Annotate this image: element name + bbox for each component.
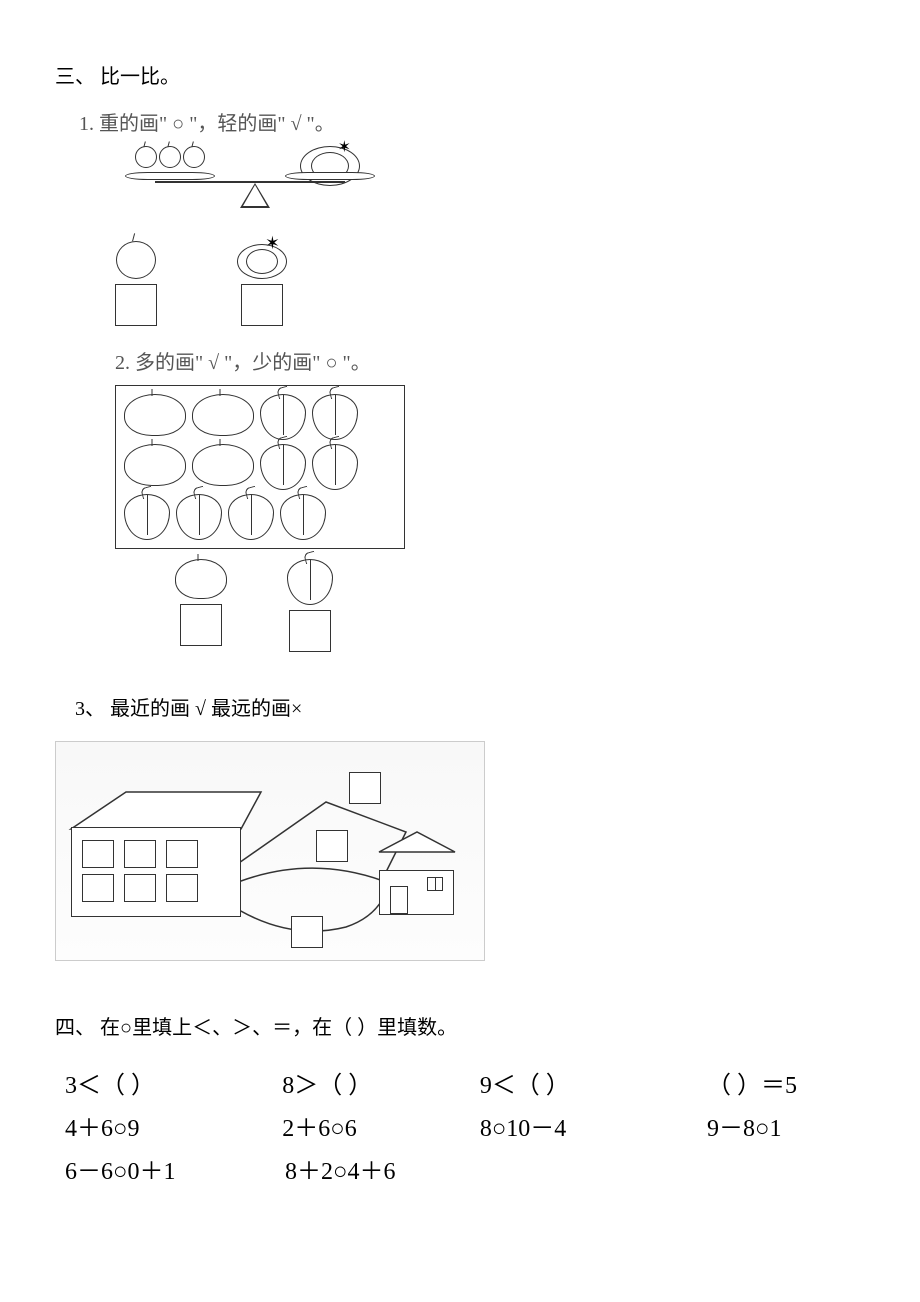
math-row: 4＋6○92＋6○68○10－49－8○1	[65, 1108, 865, 1151]
math-expression: 2＋6○6	[282, 1108, 480, 1151]
q1-prompt: 1. 重的画" ○ "，轻的画" √ "。	[79, 107, 865, 136]
apple-icon	[124, 394, 186, 436]
left-pan	[125, 172, 215, 180]
math-expression: 9＜（ ）	[480, 1065, 707, 1108]
q3-answer-box-2[interactable]	[316, 830, 348, 862]
small-house-body	[379, 870, 454, 915]
math-expression: 4＋6○9	[65, 1108, 282, 1151]
math-row: 3＜（ ）8＞（ ）9＜（ ）（ ）＝5	[65, 1065, 865, 1108]
q1-watermelon-answer: ✶	[237, 244, 287, 326]
q2-apple-answer	[175, 559, 227, 652]
apple-icon	[192, 394, 254, 436]
q2-answer-box-1[interactable]	[180, 604, 222, 646]
peach-icon	[312, 444, 358, 490]
window-icon	[124, 840, 156, 868]
q1-apple-answer	[115, 241, 157, 326]
math-row: 6－6○0＋18＋2○4＋6	[65, 1151, 865, 1194]
window-icon	[166, 874, 198, 902]
watermelon-icon: ✶	[237, 244, 287, 279]
q2-peach-answer	[287, 559, 333, 652]
q1-answer-row: ✶	[115, 241, 865, 326]
window-icon	[82, 840, 114, 868]
q1-figure: ✶ ✶	[115, 146, 865, 326]
window-icon	[82, 874, 114, 902]
q3-answer-box-1[interactable]	[349, 772, 381, 804]
apples-on-pan	[125, 146, 215, 173]
math-expression: 9－8○1	[707, 1108, 865, 1151]
q3-answer-box-3[interactable]	[291, 916, 323, 948]
peach-icon	[280, 494, 326, 540]
section-3: 三、 比一比。 1. 重的画" ○ "，轻的画" √ "。 ✶ ✶	[55, 60, 865, 961]
big-house-body	[71, 827, 241, 917]
apple-icon	[192, 444, 254, 486]
q1-answer-box-1[interactable]	[115, 284, 157, 326]
apple-icon	[116, 241, 156, 279]
peach-icon	[176, 494, 222, 540]
big-roof	[66, 787, 266, 832]
q2-figure: 2. 多的画" √ "，少的画" ○ "。	[115, 346, 865, 652]
peach-icon	[124, 494, 170, 540]
window-icon	[427, 877, 443, 891]
peach-icon	[312, 394, 358, 440]
peach-icon	[260, 394, 306, 440]
section-4: 四、 在○里填上＜、＞、＝，在（ ）里填数。 3＜（ ）8＞（ ）9＜（ ）（ …	[55, 1011, 865, 1195]
window-icon	[124, 874, 156, 902]
fruit-grid	[115, 385, 405, 549]
math-expression: （ ）＝5	[707, 1065, 865, 1108]
math-expression: 8＞（ ）	[282, 1065, 480, 1108]
small-house	[379, 850, 454, 915]
q3-figure	[55, 741, 485, 961]
q2-answer-row	[175, 559, 865, 652]
peach-icon	[228, 494, 274, 540]
apple-icon	[175, 559, 227, 599]
q2-answer-box-2[interactable]	[289, 610, 331, 652]
door-icon	[390, 886, 408, 914]
apple-icon	[124, 444, 186, 486]
math-grid: 3＜（ ）8＞（ ）9＜（ ）（ ）＝54＋6○92＋6○68○10－49－8○…	[65, 1065, 865, 1195]
q1-answer-box-2[interactable]	[241, 284, 283, 326]
balance-scale: ✶	[115, 146, 395, 226]
section-3-heading: 三、 比一比。	[55, 60, 865, 89]
watermelon-on-pan: ✶	[285, 146, 375, 191]
q3-prompt: 3、 最近的画 √ 最远的画×	[75, 692, 865, 721]
math-expression: 6－6○0＋1	[65, 1151, 285, 1194]
q2-prompt: 2. 多的画" √ "，少的画" ○ "。	[115, 346, 865, 375]
section-4-heading: 四、 在○里填上＜、＞、＝，在（ ）里填数。	[55, 1011, 865, 1040]
big-house	[71, 787, 251, 917]
right-pan	[285, 172, 375, 180]
math-expression: 3＜（ ）	[65, 1065, 282, 1108]
peach-icon	[287, 559, 333, 605]
small-roof	[377, 830, 457, 854]
window-icon	[166, 840, 198, 868]
math-expression: 8＋2○4＋6	[285, 1151, 485, 1194]
peach-icon	[260, 444, 306, 490]
math-expression: 8○10－4	[480, 1108, 707, 1151]
